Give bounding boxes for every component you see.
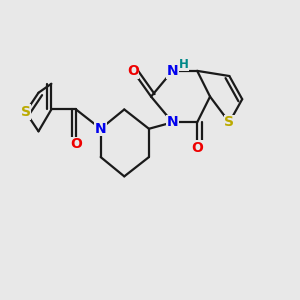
Text: N: N — [167, 115, 178, 129]
Text: S: S — [21, 105, 31, 119]
Text: O: O — [191, 141, 203, 155]
Text: N: N — [95, 122, 106, 136]
Text: O: O — [70, 137, 82, 151]
Text: H: H — [178, 58, 188, 70]
Text: O: O — [127, 64, 139, 78]
Text: S: S — [224, 115, 234, 129]
Text: N: N — [167, 64, 178, 78]
